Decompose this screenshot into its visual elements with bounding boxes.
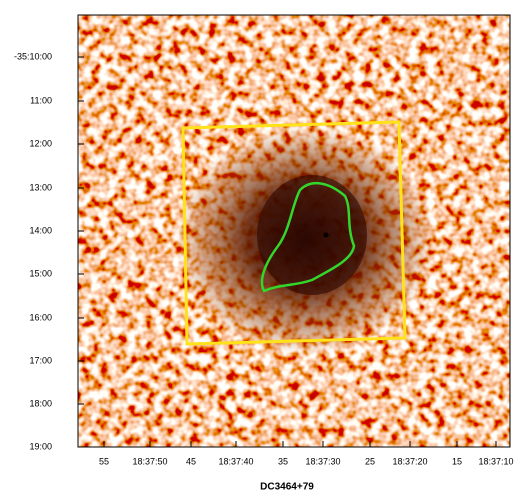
x-label: 18:37:20 <box>392 456 427 466</box>
y-label: 14:00 <box>29 225 52 235</box>
y-label: 13:00 <box>29 182 52 192</box>
y-label: 15:00 <box>29 268 52 278</box>
x-label: 15 <box>452 456 462 466</box>
y-label: 19:00 <box>29 441 52 451</box>
x-label: 45 <box>186 456 196 466</box>
y-label: 18:00 <box>29 398 52 408</box>
caption: DC3464+79 <box>260 482 314 493</box>
y-label: 17:00 <box>29 355 52 365</box>
y-label: 16:00 <box>29 312 52 322</box>
sky-image <box>78 15 510 447</box>
x-label: 18:37:30 <box>305 456 340 466</box>
field-box <box>181 120 407 346</box>
x-label: 55 <box>99 456 109 466</box>
x-label: 18:37:40 <box>218 456 253 466</box>
x-label: 18:37:50 <box>132 456 167 466</box>
x-label: 35 <box>278 456 288 466</box>
y-label: -35:10:00 <box>14 51 52 61</box>
source-dot <box>323 232 329 238</box>
y-label: 11:00 <box>30 95 52 105</box>
x-label: 25 <box>365 456 375 466</box>
x-label: 18:37:10 <box>478 456 513 466</box>
y-label: 12:00 <box>29 138 52 148</box>
contour <box>260 181 356 293</box>
